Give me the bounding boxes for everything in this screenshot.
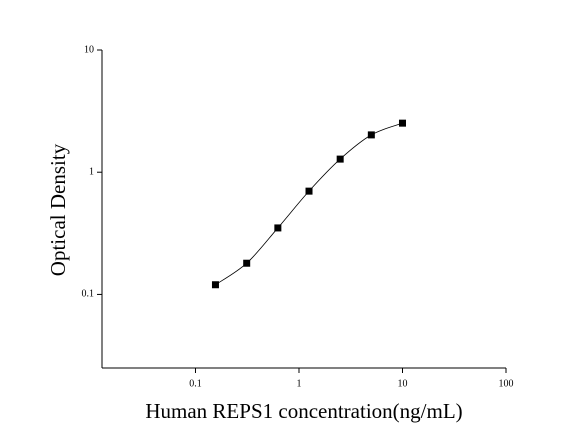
x-tick-label: 10 [397, 378, 407, 389]
data-point [274, 224, 282, 232]
x-tick-label: 1 [296, 378, 301, 389]
y-tick-label: 0.1 [82, 289, 95, 300]
y-axis-title: Optical Density [46, 143, 70, 276]
x-axis-title: Human REPS1 concentration(ng/mL) [145, 399, 462, 423]
x-tick-label: 0.1 [189, 378, 202, 389]
data-point [243, 259, 251, 267]
data-point [211, 281, 219, 289]
data-point [367, 131, 375, 139]
y-tick-label: 1 [89, 167, 94, 178]
x-tick-label: 100 [499, 378, 514, 389]
y-tick-label: 10 [84, 44, 94, 55]
data-point [336, 155, 344, 163]
data-point [305, 187, 313, 195]
data-point [398, 119, 406, 127]
